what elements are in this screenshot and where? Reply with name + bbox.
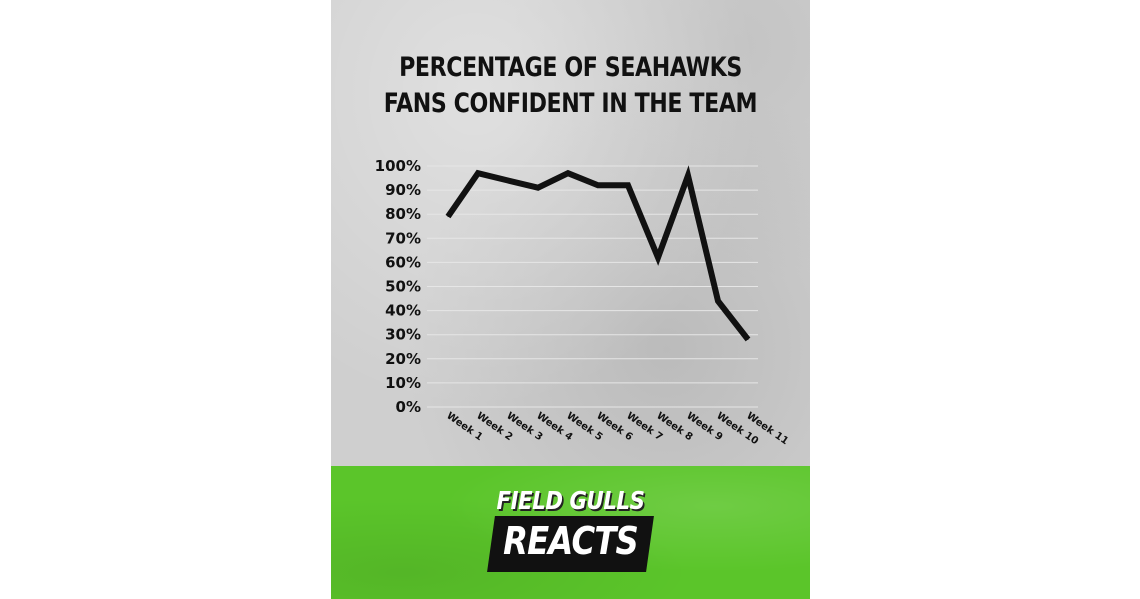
chart-title: PERCENTAGE OF SEAHAWKS FANS CONFIDENT IN…: [383, 52, 758, 119]
line-chart: 100%90%80%70%60%50%40%30%20%10%0%Week 1W…: [375, 157, 791, 447]
data-point: [627, 184, 629, 186]
data-point: [477, 172, 479, 174]
y-tick-label: 70%: [385, 229, 421, 247]
data-point: [537, 187, 539, 189]
brand-logo-main: REACTS: [503, 519, 639, 563]
data-point: [687, 175, 689, 177]
data-point: [747, 339, 749, 340]
y-tick-label: 0%: [396, 398, 421, 416]
brand-panel: FIELD GULLS REACTS: [331, 466, 810, 599]
data-point: [507, 180, 509, 181]
y-tick-label: 40%: [385, 302, 421, 320]
brand-logo-top: FIELD GULLS: [496, 486, 645, 515]
y-tick-label: 80%: [385, 205, 421, 223]
data-point: [717, 300, 719, 302]
data-point: [447, 216, 449, 218]
data-point: [657, 257, 659, 259]
series-line: [445, 165, 751, 342]
y-tick-label: 30%: [385, 326, 421, 344]
y-tick-label: 60%: [385, 253, 421, 271]
y-tick-label: 20%: [385, 350, 421, 368]
infographic-card: PERCENTAGE OF SEAHAWKS FANS CONFIDENT IN…: [331, 0, 810, 599]
data-point: [597, 184, 599, 186]
chart-panel: PERCENTAGE OF SEAHAWKS FANS CONFIDENT IN…: [331, 0, 810, 466]
y-tick-label: 100%: [375, 157, 421, 175]
data-point: [567, 172, 569, 174]
y-tick-label: 90%: [385, 181, 421, 199]
y-tick-label: 50%: [385, 278, 421, 296]
y-tick-label: 10%: [385, 374, 421, 392]
